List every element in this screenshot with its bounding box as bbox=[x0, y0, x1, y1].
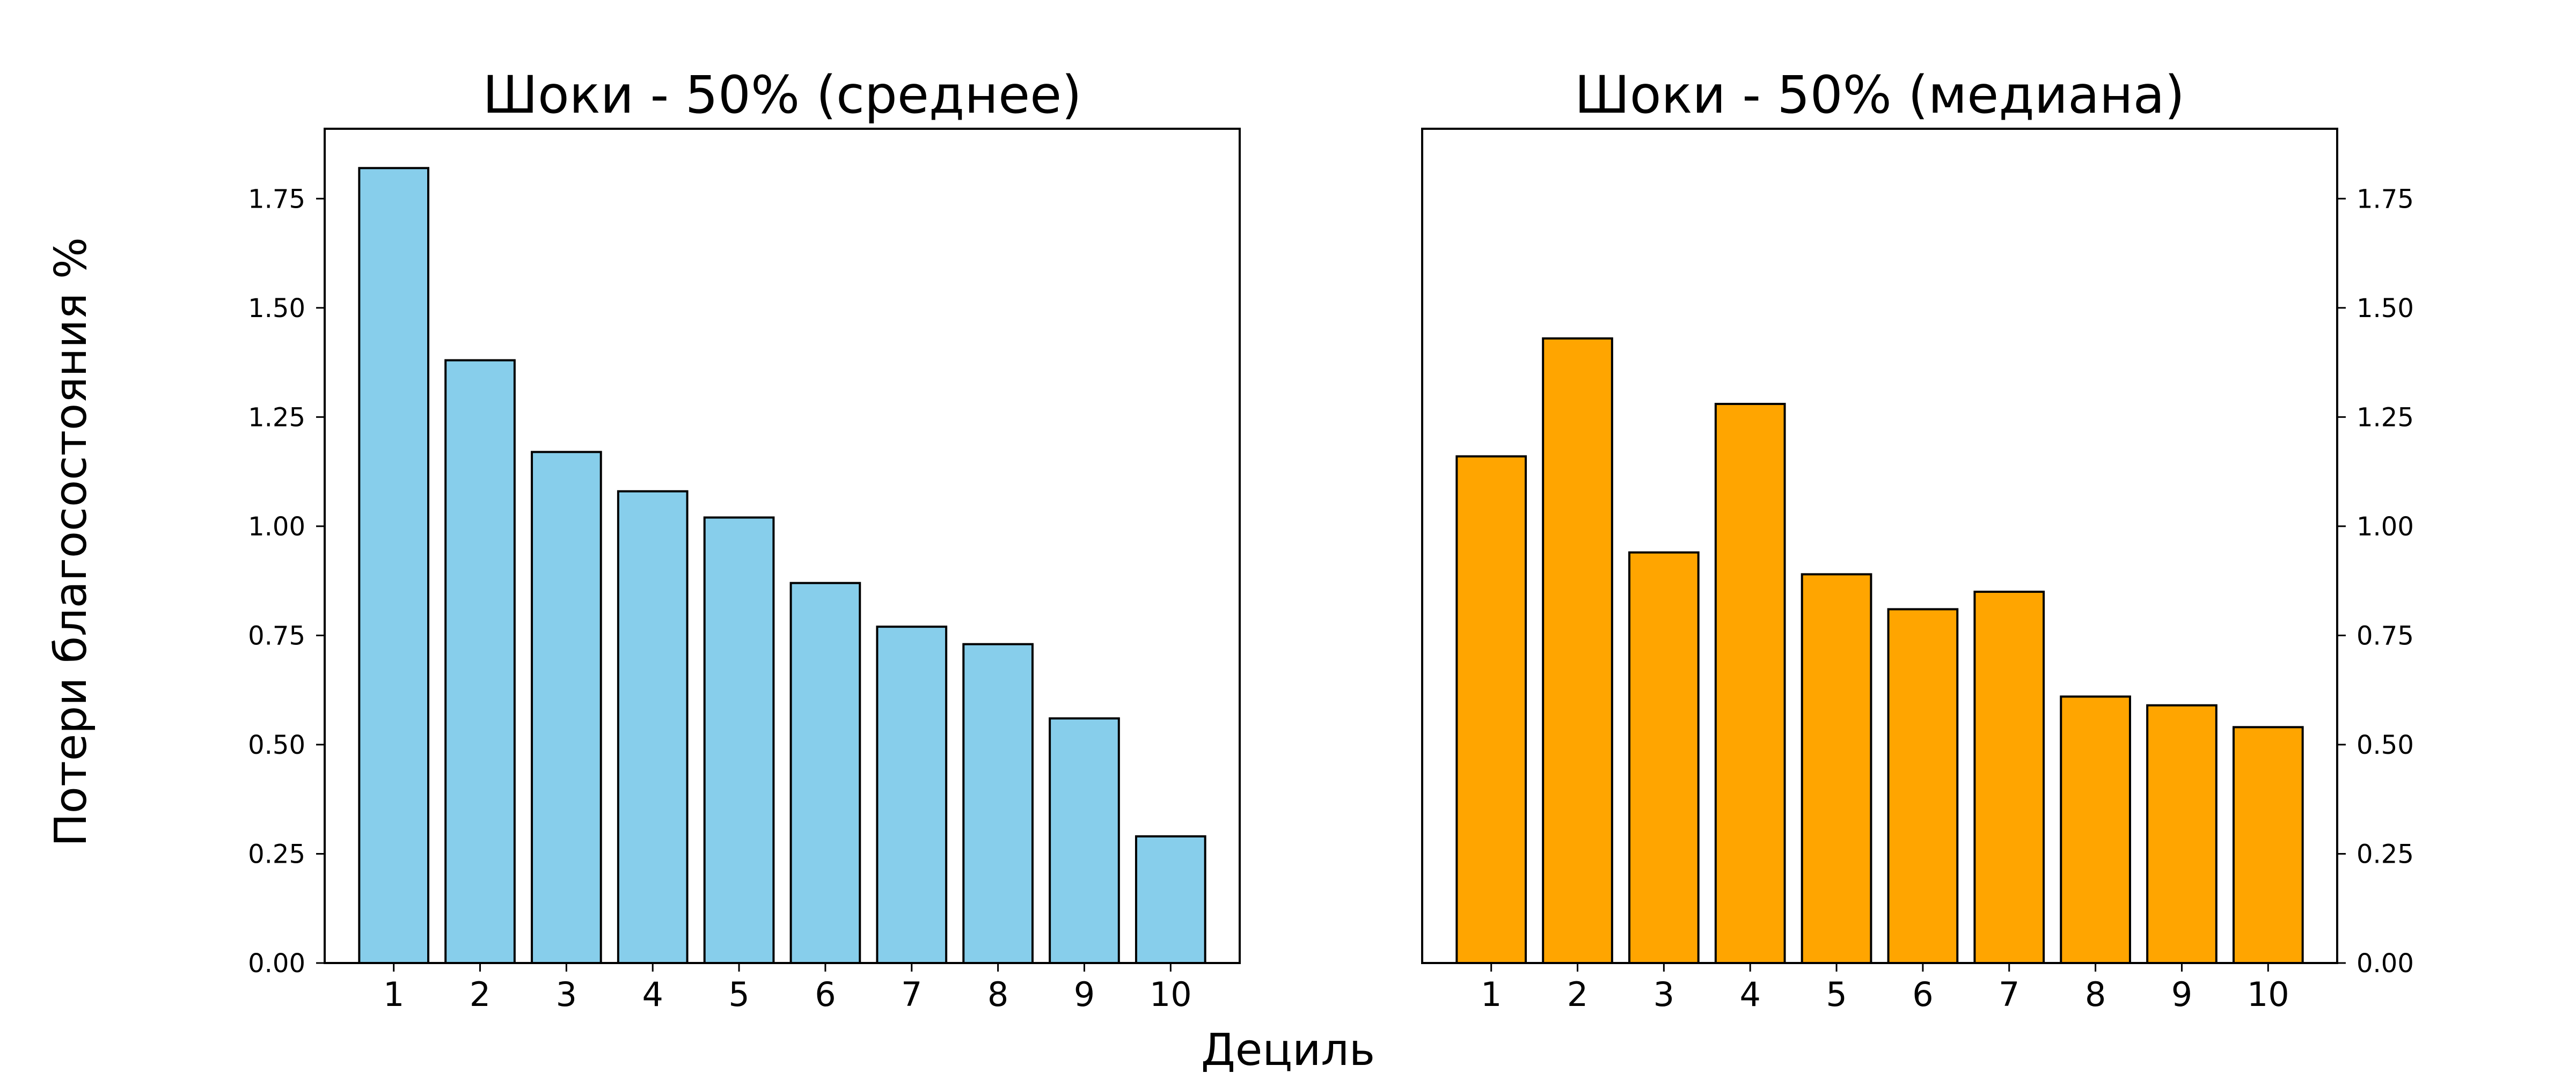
x-tick-label: 1 bbox=[1481, 975, 1502, 1014]
x-tick-label: 6 bbox=[815, 975, 836, 1014]
x-tick-label: 2 bbox=[1567, 975, 1588, 1014]
bar-decile-6 bbox=[1887, 608, 1959, 964]
bar-decile-3 bbox=[1628, 551, 1700, 964]
y-tick-label: 0.75 bbox=[2357, 621, 2414, 651]
x-tick-label: 5 bbox=[1826, 975, 1847, 1014]
y-tick-label: 0.00 bbox=[248, 949, 305, 979]
x-tick-label: 8 bbox=[987, 975, 1008, 1014]
bar-decile-7 bbox=[876, 626, 948, 965]
chart-title: Шоки - 50% (медиана) bbox=[1575, 65, 2185, 125]
bar-decile-8 bbox=[2060, 695, 2131, 964]
x-axis-title: Дециль bbox=[1201, 1025, 1375, 1073]
bar-decile-9 bbox=[2146, 704, 2218, 964]
chart-title: Шоки - 50% (среднее) bbox=[482, 65, 1081, 125]
x-tick-label: 6 bbox=[1912, 975, 1933, 1014]
y-tick-label: 1.00 bbox=[2357, 512, 2414, 542]
x-tick-label: 4 bbox=[642, 975, 663, 1014]
x-tick-label: 9 bbox=[1074, 975, 1095, 1014]
bar-decile-3 bbox=[531, 451, 602, 964]
y-tick-label: 1.00 bbox=[248, 512, 305, 542]
bar-decile-1 bbox=[1455, 455, 1527, 964]
y-tick-label: 1.25 bbox=[2357, 402, 2414, 432]
chart-mean: Шоки - 50% (среднее) 1 2 3 4 5 6 7 8 9 10 0.00 0.25 0… bbox=[248, 65, 1241, 1014]
x-tick-label: 7 bbox=[1999, 975, 2019, 1014]
bar-decile-5 bbox=[1801, 573, 1872, 964]
bar-decile-8 bbox=[962, 643, 1034, 965]
bar-decile-9 bbox=[1049, 717, 1120, 964]
x-tick-label: 3 bbox=[556, 975, 577, 1014]
plot-frame bbox=[324, 128, 1241, 964]
y-tick-label: 1.50 bbox=[248, 293, 305, 324]
x-tick-label: 1 bbox=[383, 975, 404, 1014]
bar-decile-6 bbox=[789, 582, 861, 964]
y-tick-label: 0.50 bbox=[248, 730, 305, 760]
y-tick-label: 0.00 bbox=[2357, 949, 2414, 979]
bar-decile-7 bbox=[1973, 590, 2045, 964]
x-tick-label: 8 bbox=[2085, 975, 2106, 1014]
y-tick-label: 1.25 bbox=[248, 402, 305, 432]
bar-decile-10 bbox=[1135, 835, 1206, 964]
bar-decile-5 bbox=[703, 516, 775, 964]
x-tick-label: 5 bbox=[728, 975, 749, 1014]
y-tick-label: 0.25 bbox=[2357, 839, 2414, 869]
bar-decile-4 bbox=[617, 490, 689, 964]
bar-decile-2 bbox=[444, 359, 516, 964]
x-tick-label: 10 bbox=[2247, 975, 2289, 1014]
y-tick-label: 0.75 bbox=[248, 621, 305, 651]
y-tick-label: 0.50 bbox=[2357, 730, 2414, 760]
x-tick-label: 3 bbox=[1653, 975, 1674, 1014]
y-tick-label: 0.25 bbox=[248, 839, 305, 869]
x-tick-label: 4 bbox=[1739, 975, 1760, 1014]
bar-decile-2 bbox=[1542, 337, 1613, 964]
x-tick-label: 10 bbox=[1150, 975, 1192, 1014]
y-tick-label: 1.75 bbox=[248, 184, 305, 214]
bar-decile-10 bbox=[2232, 726, 2304, 964]
bar-decile-1 bbox=[358, 167, 430, 965]
x-tick-label: 7 bbox=[901, 975, 922, 1014]
x-tick-label: 2 bbox=[470, 975, 491, 1014]
y-tick-label: 1.75 bbox=[2357, 184, 2414, 214]
bar-decile-4 bbox=[1714, 402, 1786, 964]
plot-frame bbox=[1421, 128, 2338, 964]
x-tick-label: 9 bbox=[2171, 975, 2192, 1014]
y-tick-label: 1.50 bbox=[2357, 293, 2414, 324]
chart-median: Шоки - 50% (медиана) 1 2 3 4 5 6 7 8 9 10 0.00 0.25 0… bbox=[1421, 65, 2414, 1014]
y-axis-title: Потери благосостояния % bbox=[46, 237, 97, 847]
